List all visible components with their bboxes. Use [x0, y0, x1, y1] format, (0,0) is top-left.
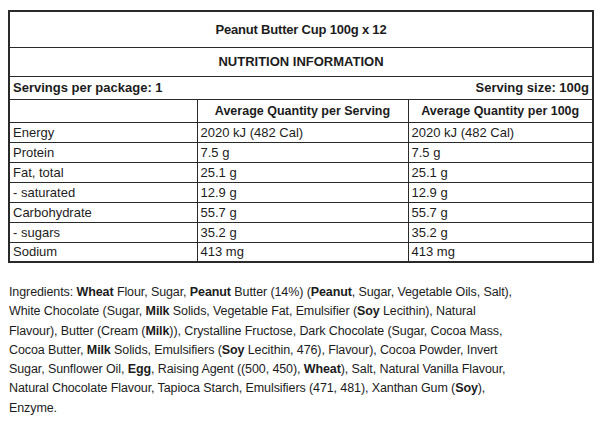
nutrient-label: Sodium [9, 242, 197, 262]
nutrient-per-serving: 413 mg [197, 242, 408, 262]
table-row-carbohydrate: Carbohydrate 55.7 g 55.7 g [9, 202, 593, 222]
nutrient-per-100g: 25.1 g [408, 162, 593, 182]
ingredients-paragraph: Ingredients: Wheat Flour, Sugar, Peanut … [9, 283, 599, 418]
nutrition-table: Peanut Butter Cup 100g x 12 NUTRITION IN… [8, 10, 594, 263]
page-title: Peanut Butter Cup 100g x 12 [9, 11, 593, 47]
table-row-protein: Protein 7.5 g 7.5 g [9, 142, 593, 162]
nutrient-per-100g: 35.2 g [408, 222, 593, 242]
nutrient-label: - sugars [9, 222, 197, 242]
nutrient-label: Carbohydrate [9, 202, 197, 222]
nutrient-per-serving: 7.5 g [197, 142, 408, 162]
ingredients-line: Ingredients: Wheat Flour, Sugar, Peanut … [9, 283, 599, 302]
ingredients-line: Cocoa Butter, Milk Solids, Emulsifiers (… [9, 341, 599, 360]
column-header-per-100g: Average Quantity per 100g [408, 99, 593, 122]
nutrient-label: - saturated [9, 182, 197, 202]
nutrition-label-page: Peanut Butter Cup 100g x 12 NUTRITION IN… [0, 0, 600, 418]
nutrition-information-row: NUTRITION INFORMATION [9, 47, 593, 76]
nutrient-per-serving: 12.9 g [197, 182, 408, 202]
nutrient-per-100g: 2020 kJ (482 Cal) [408, 122, 593, 142]
nutrient-per-serving: 25.1 g [197, 162, 408, 182]
nutrient-label: Energy [9, 122, 197, 142]
nutrient-per-100g: 413 mg [408, 242, 593, 262]
nutrient-per-100g: 55.7 g [408, 202, 593, 222]
nutrient-label: Fat, total [9, 162, 197, 182]
nutrient-per-serving: 2020 kJ (482 Cal) [197, 122, 408, 142]
title-row: Peanut Butter Cup 100g x 12 [9, 11, 593, 47]
nutrient-per-serving: 55.7 g [197, 202, 408, 222]
ingredients-line: Sugar, Sunflower Oil, Egg, Raising Agent… [9, 360, 599, 379]
column-header-empty [9, 99, 197, 122]
column-header-per-serving: Average Quantity per Serving [197, 99, 408, 122]
ingredients-line: Flavour), Butter (Cream (Milk)), Crystal… [9, 322, 599, 341]
table-row-sodium: Sodium 413 mg 413 mg [9, 242, 593, 262]
table-row-fat-total: Fat, total 25.1 g 25.1 g [9, 162, 593, 182]
nutrition-information-heading: NUTRITION INFORMATION [9, 47, 593, 76]
ingredients-line: Enzyme. [9, 399, 599, 418]
column-header-row: Average Quantity per Serving Average Qua… [9, 99, 593, 122]
nutrient-per-100g: 7.5 g [408, 142, 593, 162]
serving-size-label: Serving size: 100g [476, 80, 589, 95]
table-row-sugars: - sugars 35.2 g 35.2 g [9, 222, 593, 242]
table-row-energy: Energy 2020 kJ (482 Cal) 2020 kJ (482 Ca… [9, 122, 593, 142]
ingredients-line: White Chocolate (Sugar, Milk Solids, Veg… [9, 302, 599, 321]
nutrient-label: Protein [9, 142, 197, 162]
servings-per-package-label: Servings per package: 1 [13, 80, 163, 95]
ingredients-line: Natural Chocolate Flavour, Tapioca Starc… [9, 379, 599, 398]
nutrient-per-100g: 12.9 g [408, 182, 593, 202]
servings-row: Servings per package: 1 Serving size: 10… [9, 76, 593, 99]
table-row-saturated: - saturated 12.9 g 12.9 g [9, 182, 593, 202]
nutrient-per-serving: 35.2 g [197, 222, 408, 242]
